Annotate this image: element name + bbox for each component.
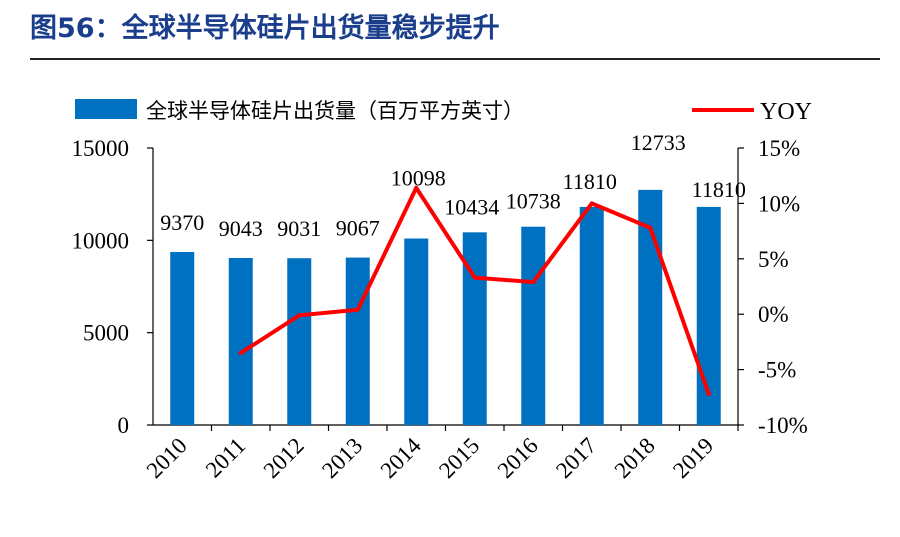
left-axis-tick-label: 10000 bbox=[72, 228, 130, 253]
bar-data-label: 9370 bbox=[160, 210, 204, 235]
right-axis-tick-label: 15% bbox=[758, 136, 800, 161]
right-axis-tick-label: -10% bbox=[758, 413, 808, 438]
left-axis-tick-label: 15000 bbox=[72, 136, 130, 161]
bar-data-label: 9067 bbox=[336, 216, 380, 241]
x-axis-tick-label: 2015 bbox=[434, 433, 484, 483]
x-axis-tick-label: 2012 bbox=[259, 433, 309, 483]
yoy-point bbox=[589, 201, 594, 206]
yoy-point bbox=[648, 225, 653, 230]
bar-data-label: 9031 bbox=[277, 216, 321, 241]
x-axis-tick-label: 2014 bbox=[376, 433, 427, 484]
bar-data-label: 9043 bbox=[219, 216, 263, 241]
bar-data-label: 12733 bbox=[631, 130, 686, 155]
right-axis-tick-label: 5% bbox=[758, 247, 789, 272]
x-axis-tick-label: 2017 bbox=[551, 433, 601, 483]
legend-bar-label: 全球半导体硅片出货量（百万平方英寸） bbox=[146, 99, 524, 123]
legend-line-label: YOY bbox=[760, 99, 812, 125]
title-divider bbox=[30, 58, 880, 60]
bar-data-label: 10434 bbox=[444, 194, 499, 219]
right-axis-tick-label: 0% bbox=[758, 302, 789, 327]
x-axis-tick-label: 2019 bbox=[668, 433, 718, 483]
bar bbox=[345, 257, 370, 425]
x-axis-tick-label: 2018 bbox=[610, 433, 660, 483]
x-axis-tick-label: 2011 bbox=[201, 433, 251, 483]
x-axis-tick-label: 2016 bbox=[493, 433, 543, 483]
yoy-point bbox=[706, 391, 711, 396]
bar bbox=[521, 226, 546, 425]
bar-data-label: 10098 bbox=[391, 166, 446, 191]
bar bbox=[228, 258, 253, 425]
right-axis-tick-label: -5% bbox=[758, 358, 796, 383]
x-axis-tick-label: 2010 bbox=[142, 433, 192, 483]
yoy-point bbox=[238, 350, 243, 355]
legend-bar-swatch bbox=[75, 99, 137, 119]
yoy-point bbox=[355, 307, 360, 312]
figure-title: 图56：全球半导体硅片出货量稳步提升 bbox=[30, 13, 500, 44]
yoy-point bbox=[531, 280, 536, 285]
x-axis-tick-label: 2013 bbox=[317, 433, 367, 483]
yoy-point bbox=[414, 185, 419, 190]
yoy-point bbox=[472, 275, 477, 280]
bar-data-label: 11810 bbox=[563, 169, 617, 194]
left-axis-tick-label: 0 bbox=[118, 413, 130, 438]
yoy-point bbox=[297, 313, 302, 318]
right-axis-tick-label: 10% bbox=[758, 191, 800, 216]
bar bbox=[170, 251, 195, 425]
bar bbox=[287, 258, 312, 425]
left-axis-tick-label: 5000 bbox=[83, 321, 129, 346]
bar-data-label: 11810 bbox=[692, 177, 746, 202]
bar bbox=[404, 238, 429, 425]
bar bbox=[579, 206, 604, 425]
bar-data-label: 10738 bbox=[506, 189, 561, 214]
